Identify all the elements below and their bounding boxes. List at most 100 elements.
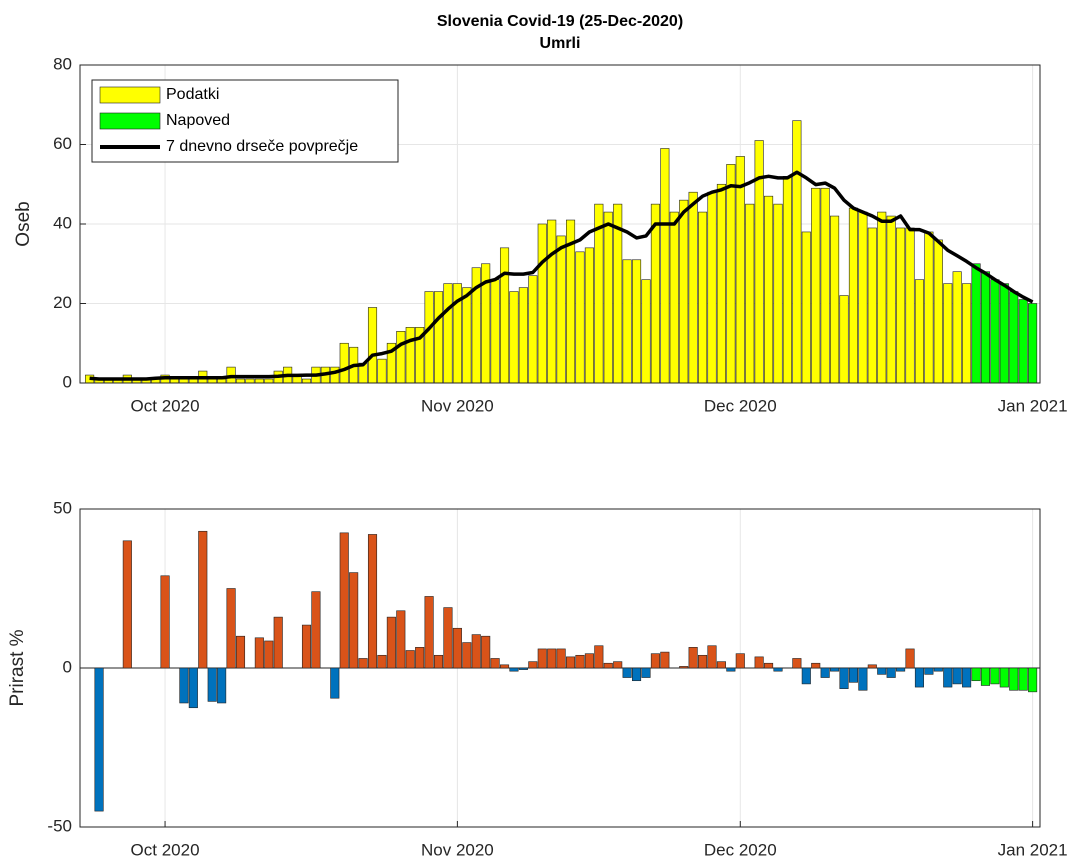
bar [424, 291, 434, 384]
bar [367, 307, 378, 384]
bar [716, 661, 726, 669]
bar [962, 667, 972, 688]
bar [179, 667, 189, 704]
x-tick-label: Nov 2020 [421, 396, 494, 415]
bar [782, 176, 792, 384]
legend-label: Podatki [166, 86, 219, 103]
bar [339, 532, 349, 669]
bar [169, 378, 180, 384]
bar [877, 211, 887, 384]
bar [886, 215, 896, 384]
bar [698, 654, 708, 669]
bar [405, 650, 415, 669]
bar [537, 648, 547, 669]
y-tick-label: 60 [53, 134, 72, 153]
bar [707, 191, 717, 384]
bar [547, 648, 557, 669]
bar [848, 207, 858, 384]
bar [462, 642, 472, 669]
bar [490, 279, 500, 384]
x-tick-label: Oct 2020 [131, 396, 200, 415]
bar [999, 667, 1009, 688]
bar [330, 667, 340, 699]
bar [273, 616, 283, 669]
bar [518, 287, 528, 384]
bar [264, 640, 274, 669]
bar [980, 271, 991, 384]
bar [575, 654, 585, 669]
bar [792, 658, 802, 669]
legend-label: Napoved [166, 112, 230, 129]
bar [566, 656, 576, 669]
bar [830, 215, 840, 384]
bar [188, 378, 198, 384]
bar [490, 658, 500, 669]
bar [547, 219, 557, 384]
bar [632, 259, 642, 384]
bar [499, 247, 510, 384]
bar [726, 164, 736, 384]
bar [179, 378, 189, 384]
bar [584, 247, 594, 384]
bar [254, 378, 264, 384]
bar [980, 667, 991, 686]
bar [792, 120, 802, 384]
bar [641, 667, 651, 678]
chart-subtitle: Umrli [540, 35, 581, 52]
bar [943, 667, 953, 688]
y-axis-label: Prirast % [7, 629, 28, 706]
bar [94, 667, 104, 812]
y-tick-label: 80 [53, 54, 72, 73]
bar [217, 667, 227, 704]
bar [160, 575, 170, 669]
y-tick-label: 40 [53, 213, 72, 232]
bar [301, 624, 312, 669]
bar [264, 378, 274, 384]
bar [367, 534, 378, 669]
bar [735, 653, 745, 669]
bar [867, 664, 877, 669]
bar [716, 183, 726, 384]
bar [528, 661, 538, 669]
chart-title: Slovenia Covid-19 (25-Dec-2020) [437, 13, 683, 30]
bar [1028, 667, 1038, 693]
bar [311, 591, 321, 669]
bar [471, 634, 481, 669]
bar [1028, 303, 1038, 384]
bar [896, 667, 906, 672]
bar [584, 653, 594, 669]
line [89, 170, 1034, 381]
y-tick-label: 0 [63, 657, 72, 676]
bar [905, 227, 915, 384]
bar [999, 283, 1009, 384]
bar [443, 607, 453, 669]
bar [405, 327, 415, 384]
axes-frame [79, 64, 1041, 384]
bar [764, 195, 774, 384]
bar [396, 610, 406, 669]
y-tick-label: 0 [63, 372, 72, 391]
bar [952, 271, 962, 384]
bar [613, 661, 623, 669]
bar [933, 667, 943, 672]
bar [896, 227, 906, 384]
bar [839, 295, 849, 384]
bar [632, 667, 642, 682]
bar [886, 667, 896, 678]
bar [773, 203, 783, 384]
bar [556, 648, 566, 669]
bar [698, 211, 708, 384]
bar [462, 287, 472, 384]
bar [877, 667, 887, 675]
bar [820, 667, 830, 678]
bar [905, 648, 915, 669]
bar [377, 358, 387, 384]
bar [207, 667, 217, 702]
bar [962, 283, 972, 384]
bar [1009, 667, 1019, 691]
bar [1018, 299, 1028, 384]
bar [858, 211, 868, 384]
bar [207, 378, 217, 384]
bar [830, 667, 840, 672]
bar [386, 616, 396, 669]
